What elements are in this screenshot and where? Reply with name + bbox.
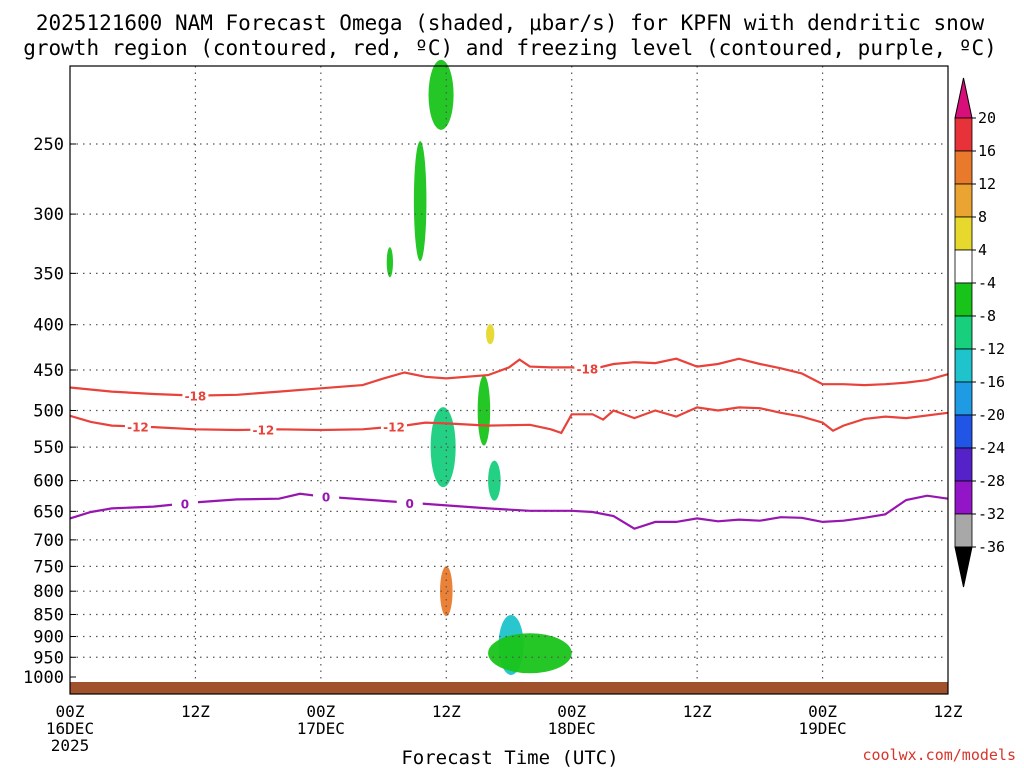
colorbar-label-10: -24 <box>978 439 1005 457</box>
colorbar-label-3: 8 <box>978 208 987 226</box>
plot-gridlines <box>70 66 948 694</box>
contour-label-1-2: -12 <box>383 421 405 435</box>
contour-label-1-0: -12 <box>127 421 149 435</box>
colorbar-label-9: -20 <box>978 406 1005 424</box>
contour-label-bg-2-2 <box>396 494 423 510</box>
omega-shading <box>386 59 572 675</box>
ytick-label-p950: 950 <box>33 648 64 668</box>
terrain-ground-bar <box>70 682 948 694</box>
colorbar-label-11: -28 <box>978 472 1005 490</box>
omega-shade-3 <box>430 407 456 488</box>
contour-label-bg-2-1 <box>313 488 340 504</box>
ytick-label-p550: 550 <box>33 438 64 458</box>
contour-label-2-0: 0 <box>181 497 189 511</box>
colorbar-box-12 <box>954 480 973 515</box>
omega-colorbar: 20 16 12 8 4 -4 -8 -12 -16 -20 -24 -28 -32 -36 <box>954 77 1005 588</box>
omega-shade-5 <box>477 375 491 446</box>
colorbar-label-2: 12 <box>978 175 996 193</box>
ytick-label-p400: 400 <box>33 316 64 336</box>
xtick-label-0-2: 2025 <box>51 736 90 755</box>
xtick-label-0-0: 00Z <box>56 702 85 721</box>
colorbar-box-7 <box>954 315 973 350</box>
xtick-label-3-0: 12Z <box>432 702 461 721</box>
ytick-label-p750: 750 <box>33 557 64 577</box>
colorbar-box-11 <box>954 447 973 482</box>
temperature-contours: -18 -18 -12 -12 -12 0 0 0 <box>69 357 949 530</box>
chart-title-line-1: 2025121600 NAM Forecast Omega (shaded, μ… <box>36 11 985 35</box>
omega-shade-9 <box>486 324 495 345</box>
contour-label-bg-1-1 <box>250 421 277 437</box>
contour-label-bg-1-2 <box>381 418 408 434</box>
plot-frame <box>69 65 949 695</box>
xtick-label-7-0: 12Z <box>934 702 963 721</box>
ytick-label-p450: 450 <box>33 361 64 381</box>
colorbar-box-1 <box>954 117 973 152</box>
colorbar-box-10 <box>954 414 973 449</box>
contour-label-2-1: 0 <box>322 491 330 505</box>
ytick-label-p350: 350 <box>33 264 64 284</box>
colorbar-box-6 <box>954 282 973 317</box>
ytick-label-p1000: 1000 <box>23 668 64 688</box>
ytick-label-p900: 900 <box>33 627 64 647</box>
colorbar-label-1: 16 <box>978 142 996 160</box>
ytick-label-p700: 700 <box>33 531 64 551</box>
ytick-label-p500: 500 <box>33 402 64 422</box>
xtick-label-4-0: 00Z <box>557 702 586 721</box>
colorbar-box-9 <box>954 381 973 416</box>
colorbar-box-3 <box>954 183 973 218</box>
omega-shade-0 <box>386 247 393 278</box>
omega-shade-4 <box>440 566 453 617</box>
contour-label-bg-0-0 <box>182 387 209 403</box>
ytick-label-p800: 800 <box>33 582 64 602</box>
contour-label-bg-2-0 <box>171 495 198 511</box>
contour-label-bg-1-0 <box>124 418 151 434</box>
omega-shade-2 <box>428 59 454 130</box>
ytick-label-p600: 600 <box>33 472 64 492</box>
colorbar-label-12: -32 <box>978 505 1005 523</box>
contour-label-2-2: 0 <box>406 497 414 511</box>
xtick-label-0-1: 16DEC <box>46 719 94 738</box>
omega-shade-1 <box>413 141 427 262</box>
xtick-label-2-1: 17DEC <box>297 719 345 738</box>
contour-label-0-1: -18 <box>577 363 599 377</box>
colorbar-label-6: -8 <box>978 307 996 325</box>
xtick-label-1-0: 12Z <box>181 702 210 721</box>
contour-line-1 <box>69 406 949 435</box>
ytick-label-p300: 300 <box>33 205 64 225</box>
xtick-label-5-0: 12Z <box>683 702 712 721</box>
colorbar-label-4: 4 <box>978 241 987 259</box>
omega-shade-8 <box>488 633 572 674</box>
contour-label-0-0: -18 <box>185 390 207 404</box>
colorbar-label-5: -4 <box>978 274 996 292</box>
colorbar-label-7: -12 <box>978 340 1005 358</box>
ytick-label-p650: 650 <box>33 502 64 522</box>
omega-shade-6 <box>488 460 501 501</box>
xtick-label-6-1: 19DEC <box>798 719 846 738</box>
credit-link[interactable]: coolwx.com/models <box>862 746 1016 764</box>
colorbar-box-8 <box>954 348 973 383</box>
contour-label-1-1: -12 <box>253 424 275 438</box>
xtick-label-4-1: 18DEC <box>548 719 596 738</box>
colorbar-box-4 <box>954 216 973 251</box>
y-axis-pressure-ticks: 2503003504004505005506006507007508008509… <box>23 135 76 688</box>
colorbar-box-5 <box>954 249 973 284</box>
colorbar-box-13 <box>954 513 973 548</box>
colorbar-top-arrow <box>954 77 973 119</box>
x-axis-label: Forecast Time (UTC) <box>401 747 618 768</box>
ytick-label-p850: 850 <box>33 606 64 626</box>
contour-line-2 <box>69 492 949 530</box>
colorbar-label-0: 20 <box>978 109 996 127</box>
contour-label-bg-0-1 <box>574 360 601 376</box>
xtick-label-2-0: 00Z <box>306 702 335 721</box>
colorbar-bottom-arrow <box>954 546 973 588</box>
ytick-label-p250: 250 <box>33 135 64 155</box>
xtick-label-6-0: 00Z <box>808 702 837 721</box>
colorbar-label-13: -36 <box>978 538 1005 556</box>
colorbar-label-8: -16 <box>978 373 1005 391</box>
chart-title-line-2: growth region (contoured, red, ºC) and f… <box>23 36 997 60</box>
colorbar-box-2 <box>954 150 973 185</box>
